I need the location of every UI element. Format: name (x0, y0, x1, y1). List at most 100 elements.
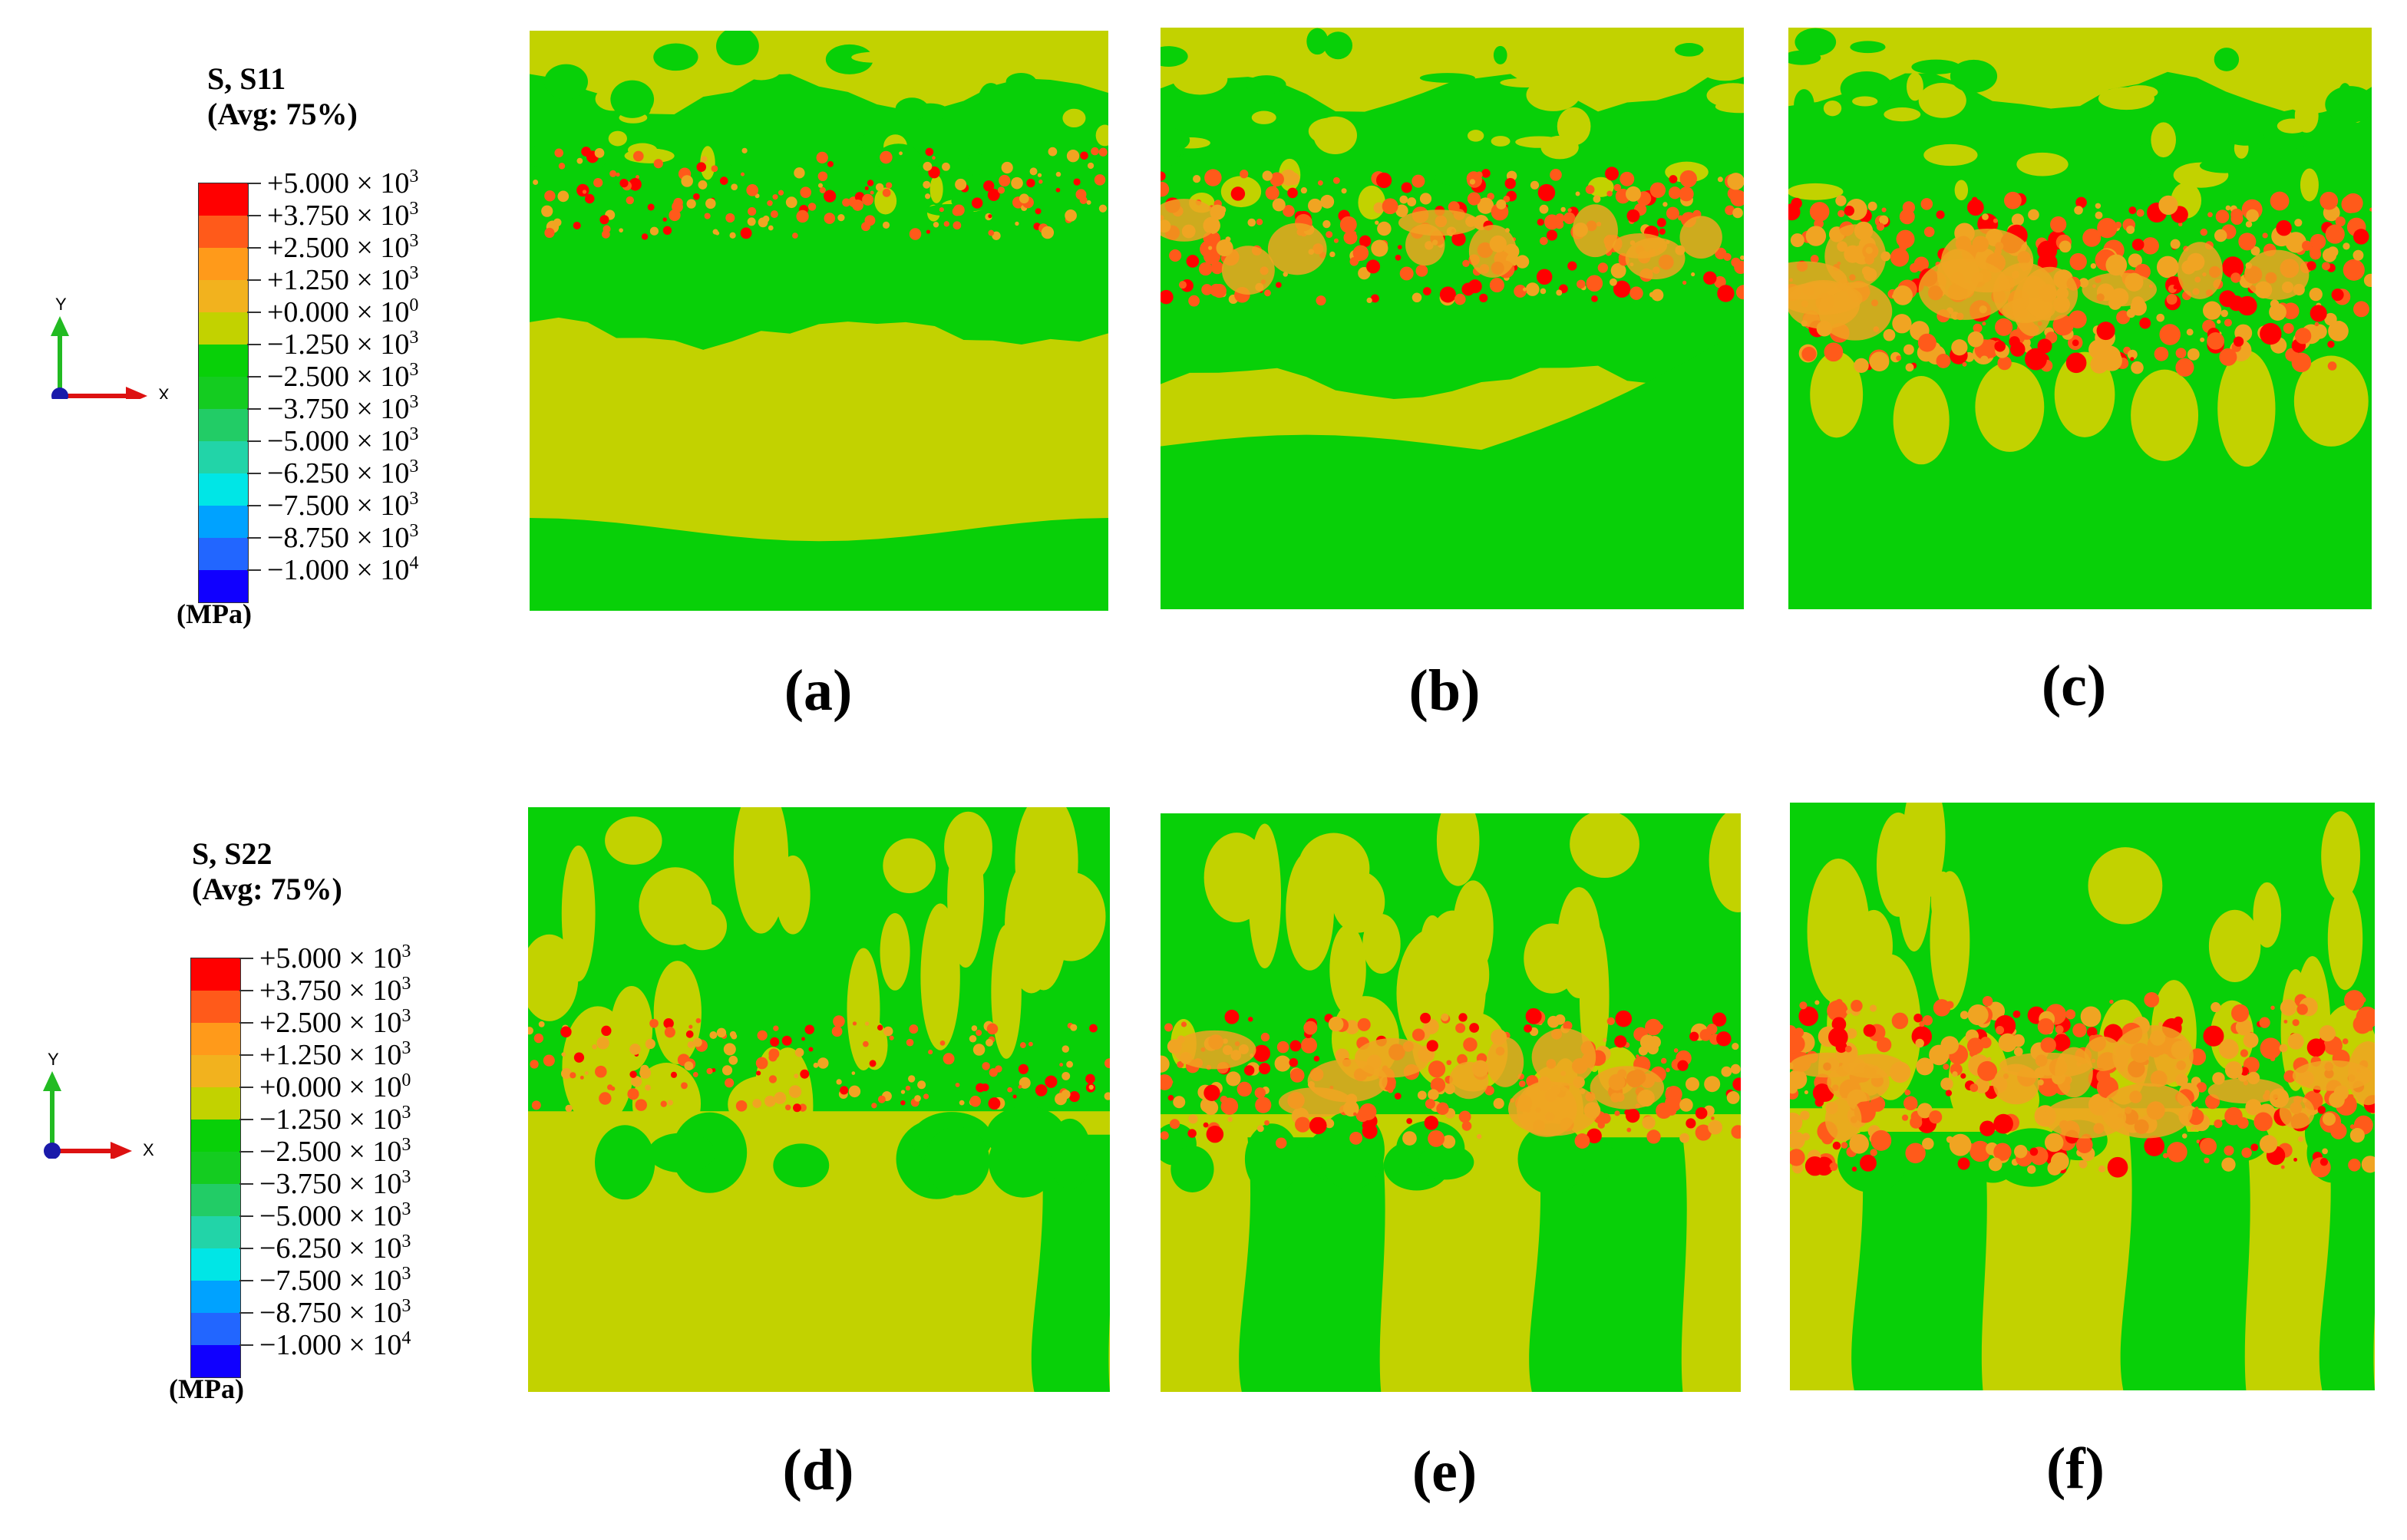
colorbar-band (191, 958, 240, 991)
field-region (606, 58, 619, 84)
field-hotspot (2327, 341, 2335, 348)
tick-mark (247, 473, 261, 474)
field-region (1695, 45, 1744, 81)
field-hotspot (715, 231, 720, 236)
field-hotspot (2174, 1016, 2183, 1026)
coordinate-triad-top: Y X (31, 284, 184, 405)
field-hotspot (2259, 1017, 2270, 1028)
field-hotspot (1439, 286, 1456, 303)
field-region (1493, 45, 1507, 64)
field-region (947, 826, 985, 968)
field-hotspot (1514, 285, 1527, 298)
field-hotspot (2363, 273, 2372, 288)
field-hotspot (2283, 1070, 2296, 1083)
field-hotspot (1967, 199, 1984, 216)
field-hotspot (2012, 1010, 2021, 1018)
field-hotspot (2090, 262, 2097, 269)
field-hotspot (1679, 1133, 1690, 1143)
field-hotspot (1496, 199, 1507, 209)
field-region (561, 845, 596, 982)
colorbar-band (199, 216, 248, 248)
field-hotspot (794, 1073, 799, 1079)
field-hotspot (1960, 1011, 1969, 1020)
field-hotspot (2072, 339, 2079, 347)
field-hotspot (1790, 1034, 1805, 1054)
field-hotspot (1430, 1077, 1446, 1093)
field-hotspot (2322, 1112, 2336, 1126)
field-region (1244, 1123, 1299, 1195)
tick-mark (239, 1151, 253, 1153)
field-region (1468, 130, 1484, 142)
field-hotspot (1262, 170, 1273, 181)
field-hotspot (1018, 1063, 1029, 1074)
tick-mark (239, 1344, 253, 1346)
field-hotspot (645, 1084, 651, 1091)
tick-label: −3.750 × 103 (267, 392, 419, 425)
field-hotspot (2349, 1124, 2356, 1129)
field-hotspot (2027, 1165, 2036, 1174)
field-hotspot (794, 167, 805, 179)
field-hotspot (1515, 255, 1530, 269)
field-hotspot (2241, 1147, 2252, 1158)
field-hotspot (1567, 261, 1577, 271)
field-hotspot (1283, 205, 1295, 217)
field-region (544, 64, 588, 100)
field-hotspot (1993, 1063, 2039, 1105)
field-hotspot (593, 177, 603, 188)
field-hotspot (1967, 1004, 1989, 1026)
tick-mark (239, 1215, 253, 1217)
field-hotspot (1721, 1066, 1732, 1077)
field-hotspot (2310, 248, 2322, 260)
field-region (1788, 183, 1844, 200)
panel-label-e: (e) (1412, 1439, 1478, 1504)
field-hotspot (833, 1015, 845, 1027)
field-region (1930, 871, 1970, 1011)
field-hotspot (1892, 314, 1912, 334)
field-hotspot (1824, 1097, 1862, 1141)
field-hotspot (1035, 1084, 1048, 1096)
field-hotspot (2044, 1133, 2064, 1153)
field-region (1358, 185, 1385, 220)
field-hotspot (997, 186, 1005, 194)
field-hotspot (932, 156, 936, 160)
field-hotspot (647, 203, 655, 211)
field-hotspot (2003, 191, 2022, 209)
field-hotspot (692, 1072, 698, 1077)
field-hotspot (1717, 176, 1723, 183)
field-hotspot (570, 1072, 576, 1079)
field-hotspot (1677, 1060, 1689, 1071)
field-hotspot (695, 1017, 702, 1024)
field-region (1950, 59, 1998, 93)
field-region (528, 934, 579, 1021)
field-hotspot (1835, 1041, 1847, 1054)
field-region (1851, 1131, 1987, 1390)
field-hotspot (1913, 1013, 1923, 1023)
field-hotspot (2101, 1083, 2193, 1139)
field-hotspot (2075, 1136, 2093, 1153)
field-hotspot (1876, 1037, 1892, 1053)
field-region (967, 152, 985, 176)
field-hotspot (1809, 202, 1830, 222)
field-hotspot (864, 1021, 870, 1026)
tick-label: −7.500 × 103 (259, 1264, 411, 1297)
colorbar-band (199, 506, 248, 538)
colorbar-band (191, 991, 240, 1023)
field-hotspot (2220, 309, 2228, 318)
field-region (857, 133, 889, 150)
field-hotspot (2065, 1009, 2076, 1020)
field-hotspot (2270, 299, 2280, 308)
colorbar-band (199, 280, 248, 312)
field-hotspot (1979, 1120, 1996, 1136)
field-hotspot (585, 193, 595, 204)
field-hotspot (1903, 1096, 1918, 1111)
field-hotspot (1204, 169, 1222, 186)
field-region (1579, 922, 1610, 1073)
field-hotspot (781, 1035, 792, 1046)
field-hotspot (1198, 262, 1213, 276)
field-hotspot (2238, 232, 2257, 251)
field-hotspot (2158, 195, 2178, 216)
field-hotspot (1399, 266, 1414, 281)
field-hotspot (1804, 1090, 1808, 1095)
field-region (1876, 812, 1920, 917)
field-hotspot (681, 175, 693, 187)
